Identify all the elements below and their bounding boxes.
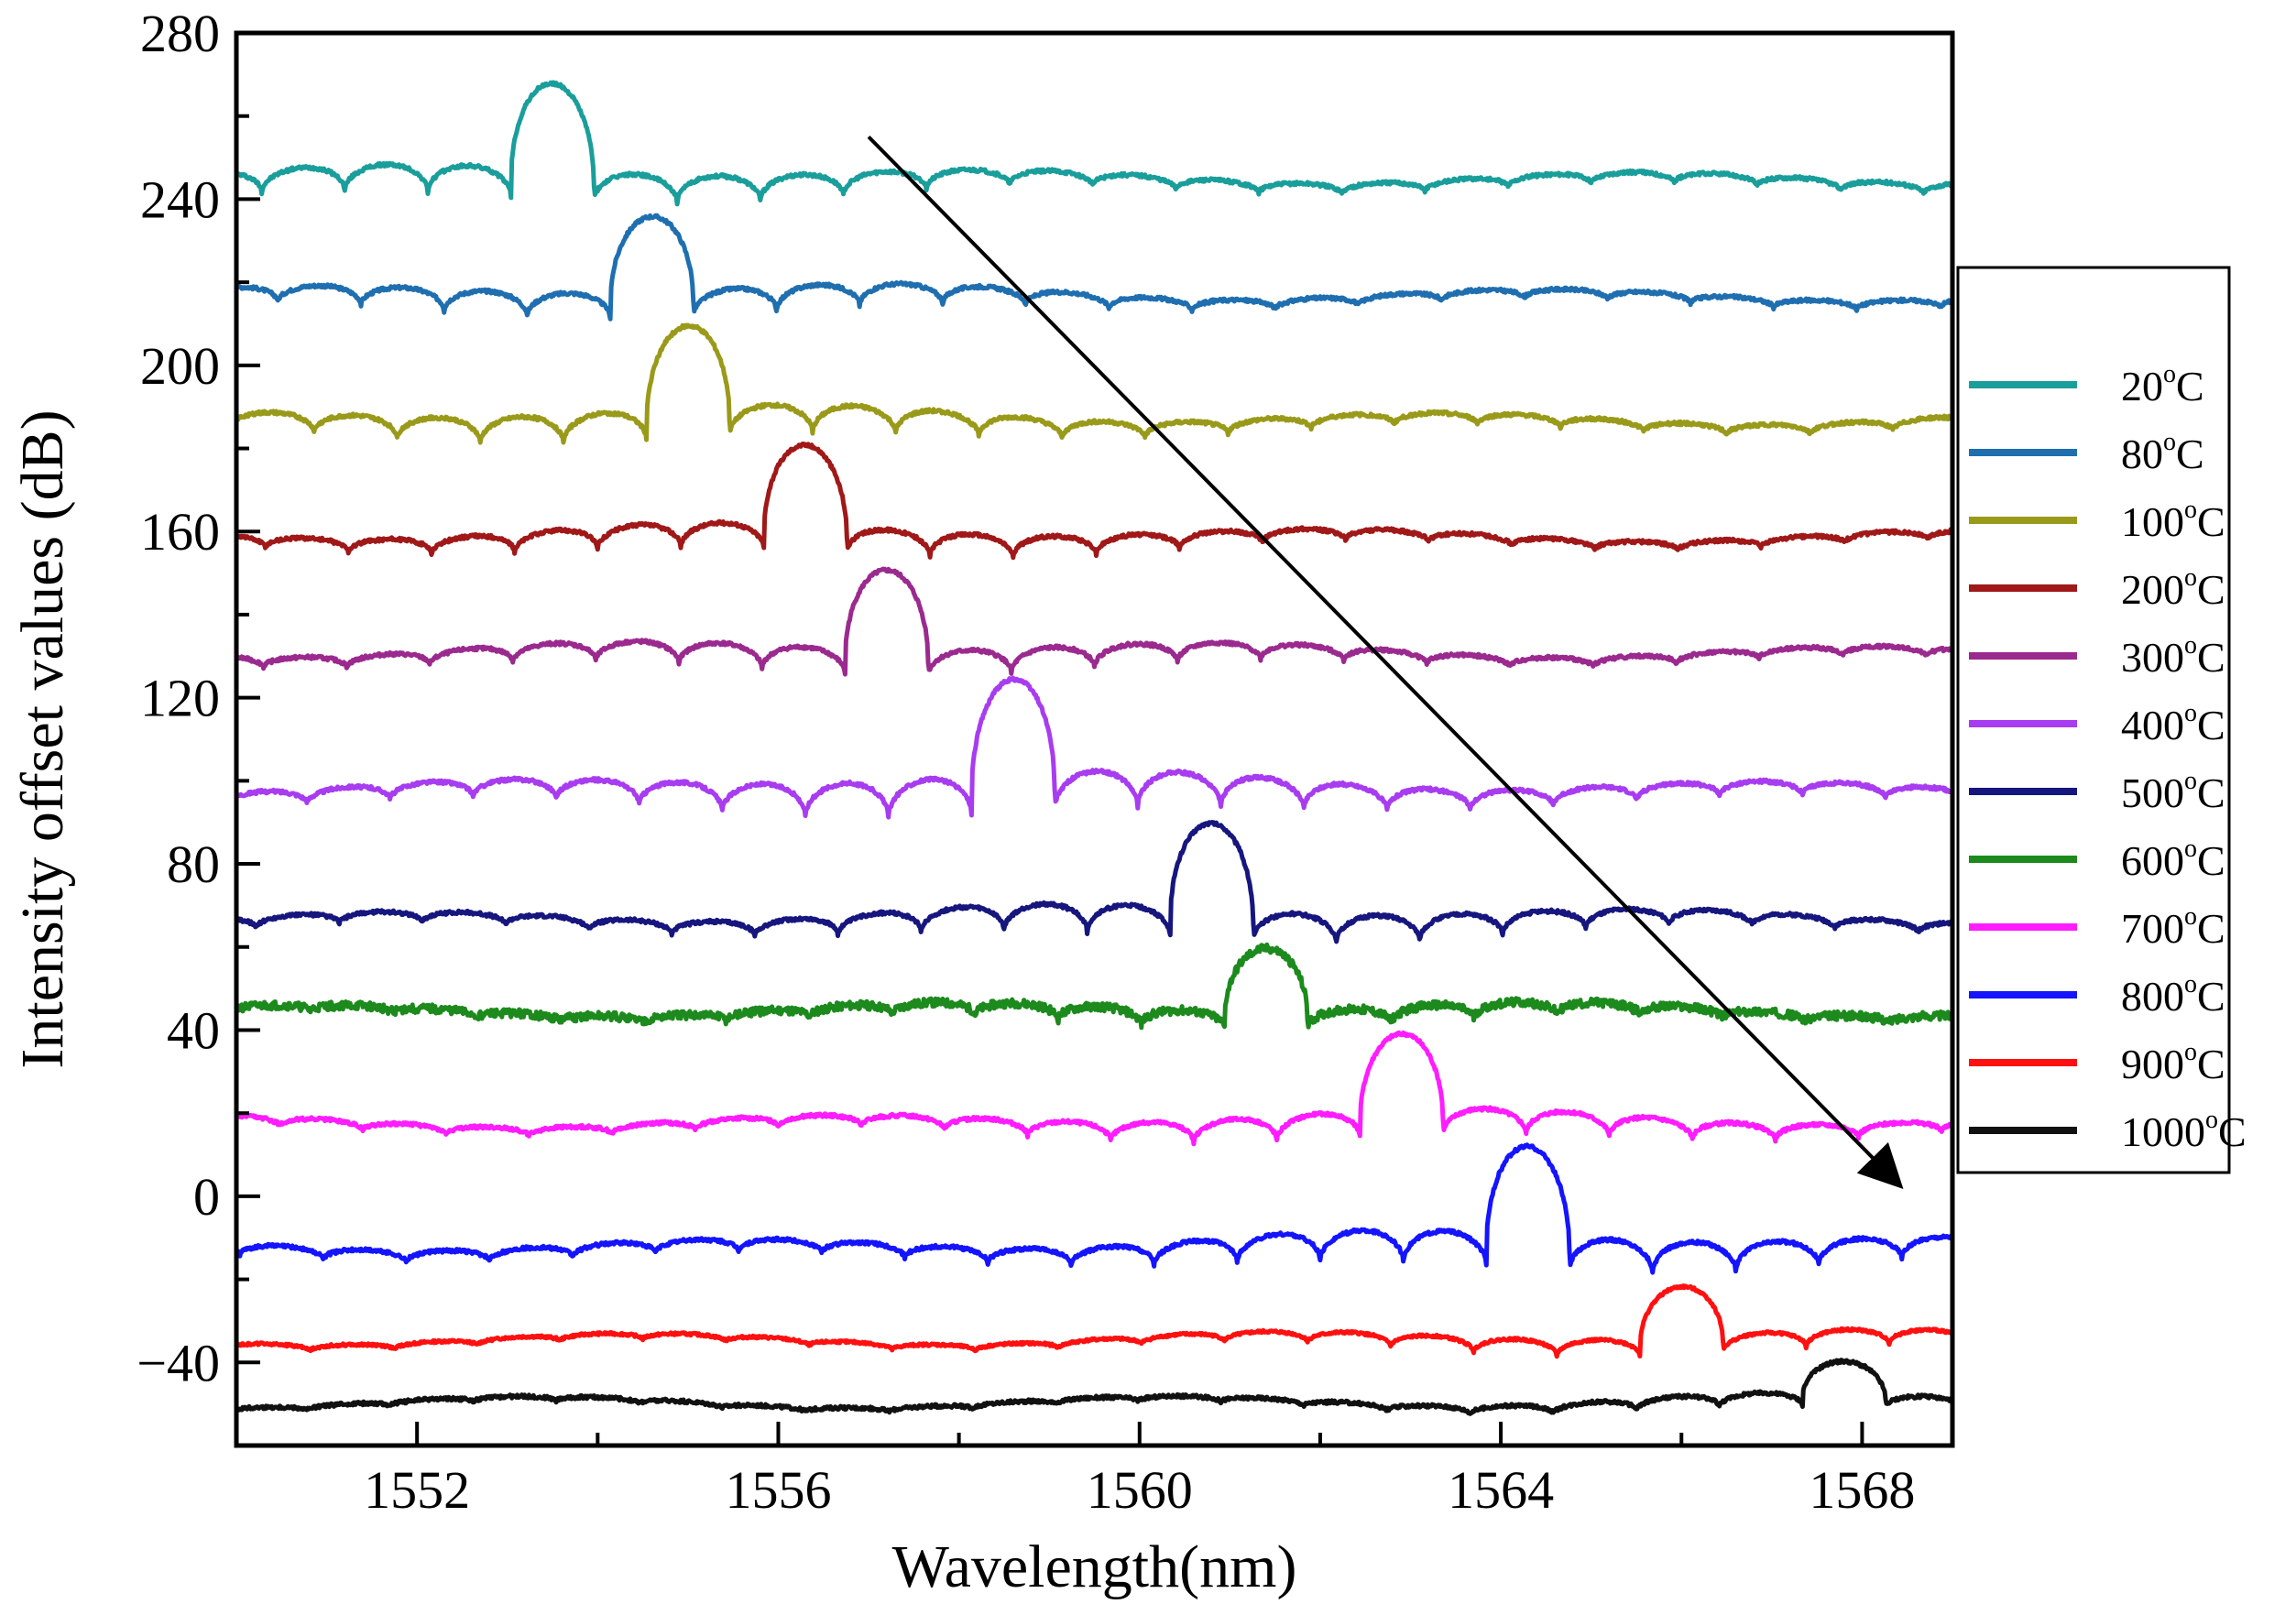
y-tick-label: 80 (167, 835, 220, 894)
x-tick-label: 1568 (1809, 1460, 1915, 1520)
y-tick-label: −40 (137, 1333, 220, 1392)
tick-layer: 1552 1556 1560 1564 1568 −40 0 40 80 120 160 200 240… (137, 4, 1915, 1520)
series-line (235, 1142, 1954, 1275)
series-line (234, 80, 1955, 207)
legend-label: 800oC (2121, 970, 2225, 1020)
series-line (235, 675, 1955, 820)
x-tick-label: 1552 (364, 1460, 470, 1520)
legend-label: 700oC (2121, 902, 2225, 952)
legend: 20oC 80oC 100oC 200oC 300oC 400oC 500oC 600oC 70… (1956, 266, 2247, 1174)
series-line (234, 1283, 1955, 1359)
y-tick-label: 40 (167, 1000, 220, 1060)
legend-label: 80oC (2121, 428, 2204, 477)
y-tick-label: 120 (140, 669, 220, 728)
x-axis-title: Wavelength(nm) (892, 1533, 1297, 1600)
y-tick-label: 160 (140, 502, 220, 562)
series-line (234, 442, 1955, 561)
y-tick-label: 0 (193, 1167, 220, 1227)
legend-label: 20oC (2121, 360, 2204, 409)
legend-label: 600oC (2121, 835, 2225, 884)
series-line (235, 213, 1954, 322)
x-tick-label: 1556 (725, 1460, 831, 1520)
y-axis-title: Intensity offset values (dB) (9, 409, 76, 1068)
series-line (234, 322, 1955, 445)
x-tick-label: 1564 (1448, 1460, 1554, 1520)
legend-label: 1000oC (2121, 1106, 2247, 1155)
y-tick-label: 280 (140, 4, 220, 63)
legend-label: 400oC (2121, 699, 2225, 748)
series-line (235, 820, 1954, 944)
y-tick-label: 240 (140, 169, 220, 229)
legend-label: 300oC (2121, 631, 2225, 681)
series-line (235, 1030, 1955, 1147)
series-line (235, 1358, 1955, 1416)
series-line (234, 942, 1954, 1031)
plot-frame (234, 30, 1955, 1448)
legend-label: 100oC (2121, 496, 2225, 545)
legend-label: 900oC (2121, 1038, 2225, 1087)
annotation-arrow (867, 135, 1904, 1189)
series-layer (234, 80, 1955, 1416)
legend-label: 200oC (2121, 563, 2225, 613)
legend-label: 500oC (2121, 767, 2225, 816)
series-line (235, 566, 1954, 677)
y-tick-label: 200 (140, 336, 220, 396)
x-tick-label: 1560 (1087, 1460, 1193, 1520)
